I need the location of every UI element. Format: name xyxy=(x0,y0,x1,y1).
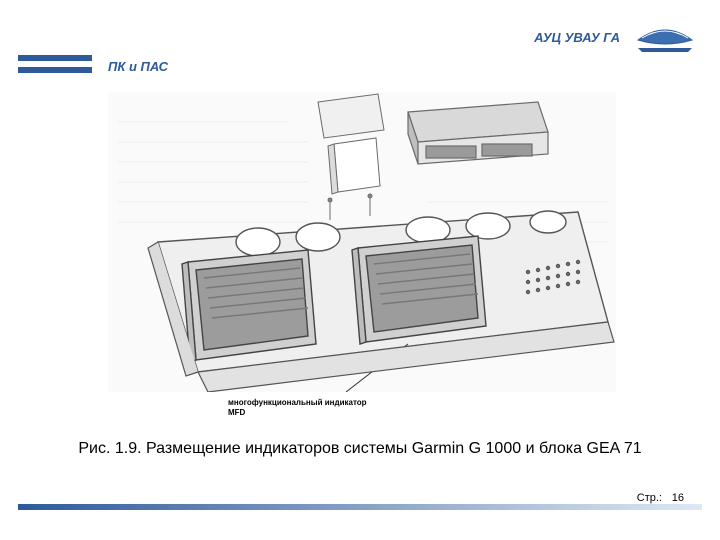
header-bar-bottom xyxy=(18,67,92,73)
logo-icon xyxy=(636,10,694,52)
page-number-label: Стр.: xyxy=(637,492,662,504)
figure-caption: Рис. 1.9. Размещение индикаторов системы… xyxy=(0,440,720,458)
org-label: АУЦ УВАУ ГА xyxy=(534,30,620,45)
header-bar-top xyxy=(18,55,92,61)
footer-band xyxy=(18,504,702,510)
figure-area xyxy=(108,92,616,392)
section-label: ПК и ПАС xyxy=(108,59,168,74)
figure-drawing xyxy=(108,92,616,392)
callout-line1: многофункциональный индикатор xyxy=(228,398,367,408)
page-number: 16 xyxy=(672,492,684,504)
callout-line2: MFD xyxy=(228,408,367,418)
figure-callout: многофункциональный индикатор MFD xyxy=(228,398,367,417)
slide-page: ПК и ПАС АУЦ УВАУ ГА xyxy=(0,0,720,540)
